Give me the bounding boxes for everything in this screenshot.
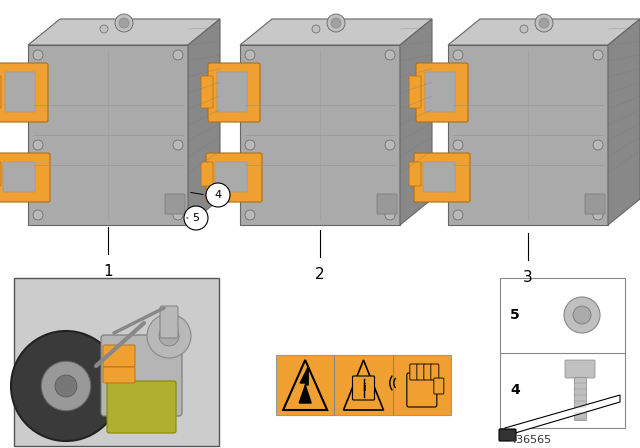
Polygon shape — [240, 19, 432, 45]
FancyBboxPatch shape — [276, 355, 451, 415]
Polygon shape — [28, 45, 188, 225]
Circle shape — [453, 50, 463, 60]
FancyBboxPatch shape — [434, 378, 444, 394]
Polygon shape — [344, 360, 383, 410]
Circle shape — [535, 14, 553, 32]
Text: 1: 1 — [103, 264, 113, 279]
Polygon shape — [448, 19, 640, 45]
FancyBboxPatch shape — [431, 364, 439, 380]
Circle shape — [245, 140, 255, 150]
FancyBboxPatch shape — [5, 72, 35, 112]
Circle shape — [573, 306, 591, 324]
Text: 5: 5 — [510, 308, 520, 322]
FancyBboxPatch shape — [424, 364, 432, 380]
FancyBboxPatch shape — [425, 72, 455, 112]
FancyBboxPatch shape — [409, 162, 421, 186]
FancyBboxPatch shape — [165, 194, 185, 214]
Polygon shape — [608, 19, 640, 225]
Circle shape — [245, 210, 255, 220]
Circle shape — [173, 140, 183, 150]
FancyBboxPatch shape — [0, 153, 50, 202]
Circle shape — [159, 326, 179, 346]
Circle shape — [593, 210, 603, 220]
Circle shape — [564, 297, 600, 333]
FancyBboxPatch shape — [103, 367, 135, 383]
Polygon shape — [299, 367, 311, 403]
Polygon shape — [505, 395, 620, 436]
FancyBboxPatch shape — [416, 63, 468, 122]
Circle shape — [385, 50, 395, 60]
FancyBboxPatch shape — [585, 194, 605, 214]
Polygon shape — [283, 360, 327, 410]
Circle shape — [119, 18, 129, 28]
Circle shape — [33, 140, 43, 150]
Circle shape — [312, 25, 320, 33]
Circle shape — [173, 50, 183, 60]
FancyBboxPatch shape — [499, 429, 516, 441]
Polygon shape — [400, 19, 432, 225]
Circle shape — [520, 25, 528, 33]
Circle shape — [453, 140, 463, 150]
FancyBboxPatch shape — [206, 153, 262, 202]
Circle shape — [147, 314, 191, 358]
FancyBboxPatch shape — [107, 381, 176, 433]
FancyBboxPatch shape — [417, 364, 425, 380]
Text: 5: 5 — [193, 213, 200, 223]
FancyBboxPatch shape — [414, 153, 470, 202]
Circle shape — [385, 140, 395, 150]
Text: 4: 4 — [214, 190, 221, 200]
Circle shape — [453, 210, 463, 220]
Text: 436565: 436565 — [509, 435, 551, 445]
Polygon shape — [188, 19, 220, 225]
Circle shape — [33, 210, 43, 220]
Circle shape — [593, 50, 603, 60]
Circle shape — [41, 361, 91, 411]
FancyBboxPatch shape — [160, 306, 178, 338]
Circle shape — [245, 50, 255, 60]
FancyBboxPatch shape — [377, 194, 397, 214]
Text: 3: 3 — [523, 270, 533, 285]
FancyBboxPatch shape — [14, 278, 219, 446]
Circle shape — [115, 14, 133, 32]
Polygon shape — [240, 45, 400, 225]
FancyBboxPatch shape — [565, 360, 595, 378]
FancyBboxPatch shape — [574, 377, 586, 420]
FancyBboxPatch shape — [217, 72, 247, 112]
Circle shape — [206, 183, 230, 207]
FancyBboxPatch shape — [423, 162, 455, 192]
Text: 4: 4 — [510, 383, 520, 397]
FancyBboxPatch shape — [500, 278, 625, 428]
FancyBboxPatch shape — [0, 63, 48, 122]
FancyBboxPatch shape — [410, 364, 418, 380]
FancyBboxPatch shape — [208, 63, 260, 122]
FancyBboxPatch shape — [407, 373, 437, 407]
Circle shape — [327, 14, 345, 32]
Circle shape — [11, 331, 121, 441]
Circle shape — [331, 18, 341, 28]
FancyBboxPatch shape — [0, 162, 1, 186]
Circle shape — [385, 210, 395, 220]
Circle shape — [539, 18, 549, 28]
FancyBboxPatch shape — [101, 335, 182, 416]
Circle shape — [55, 375, 77, 397]
Text: i: i — [362, 383, 365, 393]
FancyBboxPatch shape — [353, 376, 374, 400]
FancyBboxPatch shape — [409, 76, 421, 108]
Text: 2: 2 — [315, 267, 325, 282]
Circle shape — [33, 50, 43, 60]
Circle shape — [184, 206, 208, 230]
Polygon shape — [28, 19, 220, 45]
FancyBboxPatch shape — [201, 162, 213, 186]
Circle shape — [173, 210, 183, 220]
FancyBboxPatch shape — [201, 76, 213, 108]
FancyBboxPatch shape — [3, 162, 35, 192]
FancyBboxPatch shape — [0, 76, 1, 108]
FancyBboxPatch shape — [215, 162, 247, 192]
Circle shape — [100, 25, 108, 33]
Polygon shape — [448, 45, 608, 225]
Circle shape — [593, 140, 603, 150]
FancyBboxPatch shape — [103, 345, 135, 367]
